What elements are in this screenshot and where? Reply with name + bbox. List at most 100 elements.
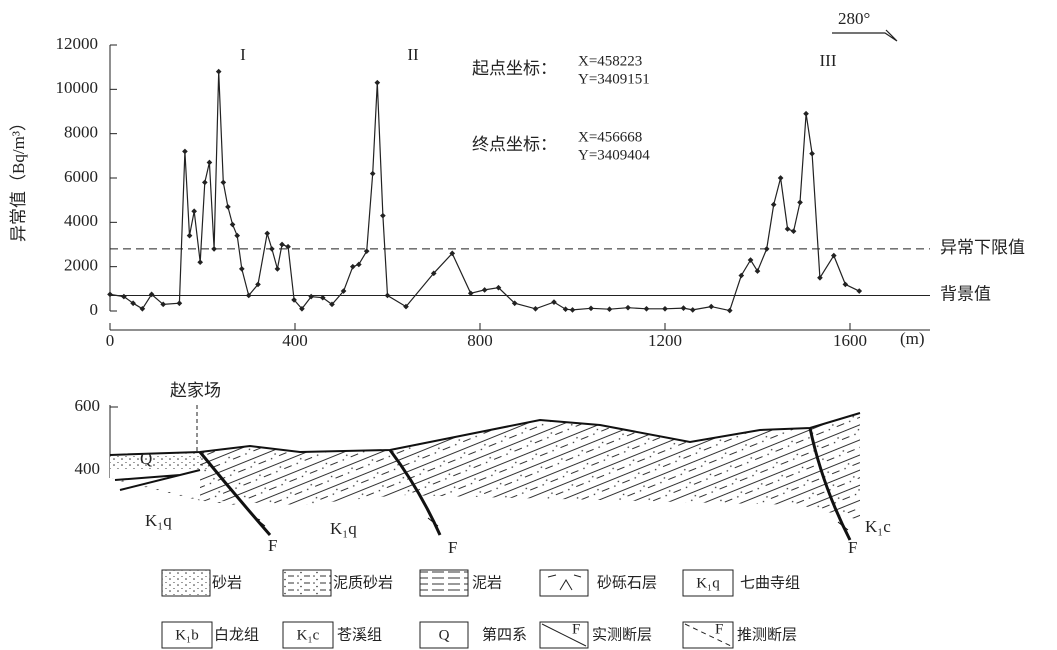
data-point — [727, 308, 733, 314]
legend-symbol: K₁b — [175, 627, 199, 643]
data-point — [107, 292, 113, 298]
direction-arrow — [832, 30, 897, 41]
data-point — [239, 266, 245, 272]
legend: 砂岩 泥质砂岩 泥岩 砂砾石层 K₁q 七曲寺组 K₁b 白龙组 K₁c 苍溪组… — [162, 570, 800, 648]
legend-label: 砂砾石层 — [597, 574, 657, 591]
legend-symbol: Q — [439, 627, 450, 643]
x-tick-label: 400 — [282, 331, 308, 350]
data-point — [207, 160, 213, 166]
legend-swatch — [420, 570, 468, 596]
data-point — [191, 208, 197, 214]
section-label: K₁q — [330, 519, 357, 538]
x-unit: (m) — [900, 329, 925, 348]
cross-section: 600 400 赵家场 Q K₁q K₁q K₁c F F F — [75, 381, 892, 557]
data-point — [370, 171, 376, 177]
data-point — [662, 306, 668, 312]
legend-label: 实测断层 — [592, 626, 652, 643]
data-point — [588, 306, 594, 312]
start-x: X=458223 — [578, 53, 642, 69]
data-point — [385, 293, 391, 299]
strata — [110, 413, 860, 520]
y-tick-label: 8000 — [64, 123, 98, 142]
data-point — [797, 200, 803, 206]
data-point — [809, 151, 815, 157]
legend-label: 砂岩 — [212, 574, 242, 591]
direction: 280° — [838, 9, 870, 28]
x-tick-label: 0 — [106, 331, 115, 350]
data-point — [607, 306, 613, 312]
section-tick-label: 400 — [75, 459, 101, 478]
data-point — [738, 273, 744, 279]
legend-swatch — [283, 570, 331, 596]
data-point — [211, 246, 217, 252]
place-label: 赵家场 — [170, 381, 221, 400]
y-tick-label: 12000 — [56, 34, 99, 53]
legend-symbol: K₁q — [696, 575, 720, 591]
end-label: 终点坐标： — [472, 135, 557, 154]
data-line — [110, 72, 859, 311]
data-point — [275, 266, 281, 272]
end-x: X=456668 — [578, 129, 642, 145]
peak-label: I — [240, 45, 246, 64]
y-tick-label: 4000 — [64, 211, 98, 230]
data-point — [764, 246, 770, 252]
legend-swatch — [162, 570, 210, 596]
data-point — [216, 69, 222, 75]
legend-swatch — [683, 622, 733, 648]
legend-label: 七曲寺组 — [740, 574, 800, 591]
section-label: F — [448, 538, 457, 557]
section-label: Q — [140, 449, 152, 468]
data-point — [856, 288, 862, 294]
legend-label: 白龙组 — [214, 626, 259, 643]
data-point — [690, 307, 696, 313]
data-point — [264, 231, 270, 237]
data-point — [220, 180, 226, 186]
data-point — [279, 242, 285, 248]
peak-label: III — [820, 51, 837, 70]
data-point — [681, 305, 687, 311]
data-point — [380, 213, 386, 219]
legend-symbol: F — [715, 621, 723, 637]
data-point — [269, 246, 275, 252]
legend-label: 苍溪组 — [337, 626, 382, 643]
legend-symbol: F — [572, 621, 580, 637]
data-point — [778, 175, 784, 181]
y-tick-label: 6000 — [64, 167, 98, 186]
start-y: Y=3409151 — [578, 71, 650, 87]
data-point — [755, 268, 761, 274]
data-point — [843, 282, 849, 288]
data-point — [230, 222, 236, 228]
legend-label: 泥质砂岩 — [333, 574, 393, 591]
section-label: K₁q — [145, 511, 172, 530]
data-point — [563, 306, 569, 312]
data-point — [791, 228, 797, 234]
data-point — [831, 253, 837, 259]
data-point — [570, 307, 576, 313]
x-tick-label: 1200 — [648, 331, 682, 350]
data-point — [625, 305, 631, 311]
y-tick-label: 2000 — [64, 256, 98, 275]
data-point — [771, 202, 777, 208]
data-point — [803, 111, 809, 117]
start-label: 起点坐标： — [472, 59, 557, 78]
data-point — [187, 233, 193, 239]
y-axis-label: 异常值（Bq/m³） — [9, 114, 28, 242]
data-point — [533, 306, 539, 312]
data-point — [177, 300, 183, 306]
section-label: F — [268, 536, 277, 555]
data-point — [708, 304, 714, 310]
reference-label: 背景值 — [940, 284, 991, 303]
end-y: Y=3409404 — [578, 147, 650, 163]
data-point — [234, 233, 240, 239]
section-label: K₁c — [865, 517, 891, 536]
data-point — [644, 306, 650, 312]
x-tick-label: 1600 — [833, 331, 867, 350]
data-point — [374, 80, 380, 86]
x-tick-label: 800 — [467, 331, 493, 350]
data-point — [182, 149, 188, 155]
data-point — [225, 204, 231, 210]
y-tick-label: 10000 — [56, 78, 99, 97]
legend-symbol: K₁c — [297, 627, 320, 643]
legend-label: 推测断层 — [737, 626, 797, 643]
data-point — [202, 180, 208, 186]
